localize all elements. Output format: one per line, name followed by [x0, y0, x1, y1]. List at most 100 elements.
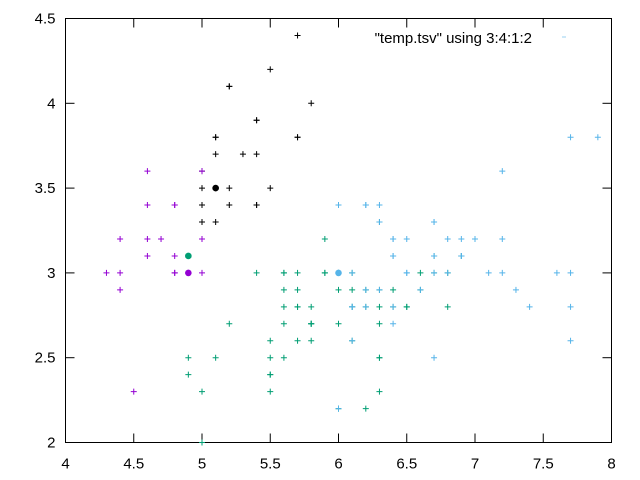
series-0 [199, 32, 315, 226]
data-point [294, 303, 301, 310]
data-point [362, 303, 369, 310]
data-point [444, 303, 451, 310]
data-point [253, 151, 260, 158]
plot-frame [65, 18, 612, 443]
data-point [294, 337, 301, 344]
data-point [253, 202, 260, 209]
data-point [335, 286, 342, 293]
data-point [117, 286, 124, 293]
data-point [553, 269, 560, 276]
data-point [130, 388, 137, 395]
data-point-dot [335, 269, 342, 277]
data-point [294, 286, 301, 293]
data-point [458, 235, 465, 242]
data-point [376, 286, 383, 293]
data-point [253, 117, 260, 124]
data-point [212, 219, 219, 226]
data-point [308, 100, 315, 107]
data-point [390, 252, 397, 259]
data-point [417, 269, 424, 276]
x-tick-label: 8 [607, 456, 615, 473]
data-point [362, 405, 369, 412]
series-7 [185, 269, 192, 277]
data-point [226, 83, 233, 90]
x-tick-label: 4.5 [123, 456, 144, 473]
data-point [280, 354, 287, 361]
data-point [185, 371, 192, 378]
data-point [267, 66, 274, 73]
legend-label: "temp.tsv" using 3:4:1:2 [375, 30, 532, 47]
data-point [280, 320, 287, 327]
data-point [376, 388, 383, 395]
data-points [103, 32, 601, 446]
data-point [239, 151, 246, 158]
data-point [144, 202, 151, 209]
data-point [526, 303, 533, 310]
data-point [117, 235, 124, 242]
data-point [199, 439, 205, 446]
data-point [567, 134, 574, 141]
data-point [499, 235, 506, 242]
data-point [376, 320, 383, 327]
data-point [185, 354, 192, 361]
series-1 [103, 168, 205, 395]
data-point [199, 269, 205, 276]
data-point [294, 269, 301, 276]
data-point [308, 337, 315, 344]
data-point-dot [212, 184, 219, 192]
data-point [144, 252, 151, 259]
data-point [212, 151, 219, 158]
data-point [171, 252, 178, 259]
data-point [376, 303, 383, 310]
data-point [512, 286, 519, 293]
data-point [267, 388, 274, 395]
data-point [376, 219, 383, 226]
data-point [390, 235, 397, 242]
data-point-dot [185, 269, 192, 277]
data-point [390, 286, 397, 293]
data-point [376, 202, 383, 209]
data-point [267, 371, 274, 378]
data-point [444, 235, 451, 242]
data-point [567, 303, 574, 310]
data-point [253, 269, 260, 276]
data-point [267, 354, 274, 361]
data-point [321, 235, 328, 242]
data-point [472, 235, 478, 242]
data-point [431, 219, 438, 226]
data-point [403, 235, 410, 242]
data-point [144, 168, 151, 175]
data-point [171, 269, 178, 276]
data-point [349, 286, 356, 293]
data-point-dot [185, 252, 192, 260]
data-point [294, 134, 301, 141]
x-tick-label: 5 [198, 456, 206, 473]
data-point [567, 269, 574, 276]
data-point [199, 235, 205, 242]
x-tick-label: 4 [61, 456, 69, 473]
y-tick-label: 2.5 [35, 350, 56, 367]
data-point [212, 354, 219, 361]
x-tick-label: 7.5 [533, 456, 554, 473]
data-point [349, 269, 356, 276]
data-point [403, 269, 410, 276]
data-point [212, 134, 219, 141]
data-point [280, 303, 287, 310]
x-tick-label: 6.5 [396, 456, 417, 473]
data-point [158, 235, 165, 242]
data-point [594, 134, 601, 141]
y-tick-label: 2 [47, 435, 55, 452]
series-6 [185, 252, 192, 260]
y-tick-label: 4.5 [35, 11, 56, 28]
data-point [403, 303, 410, 310]
data-point [308, 320, 315, 327]
data-point [458, 252, 465, 259]
data-point [280, 269, 287, 276]
data-point [567, 337, 574, 344]
series-5 [212, 184, 219, 192]
data-point [335, 405, 342, 412]
x-tick-label: 7 [471, 456, 479, 473]
data-point [199, 388, 205, 395]
data-point [431, 354, 438, 361]
